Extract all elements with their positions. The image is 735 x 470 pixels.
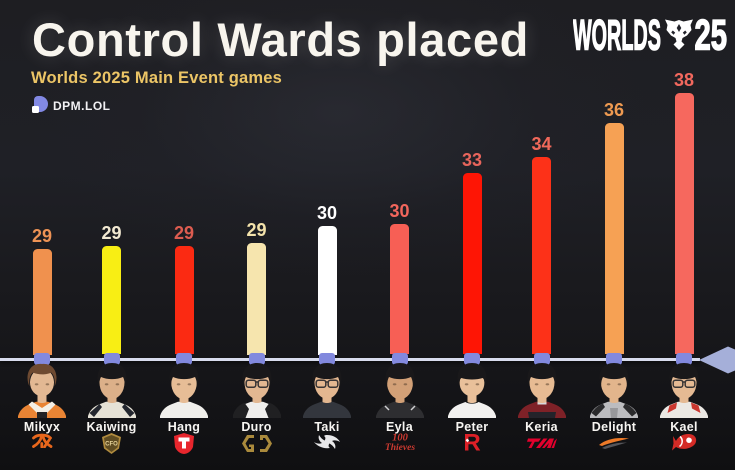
svg-text:CFO: CFO — [105, 442, 118, 448]
svg-text:R: R — [463, 431, 480, 453]
svg-text:Thieves: Thieves — [384, 443, 414, 452]
svg-text:WORLDS: WORLDS — [573, 17, 661, 51]
svg-text:100: 100 — [392, 433, 409, 444]
svg-text:25: 25 — [695, 17, 727, 51]
